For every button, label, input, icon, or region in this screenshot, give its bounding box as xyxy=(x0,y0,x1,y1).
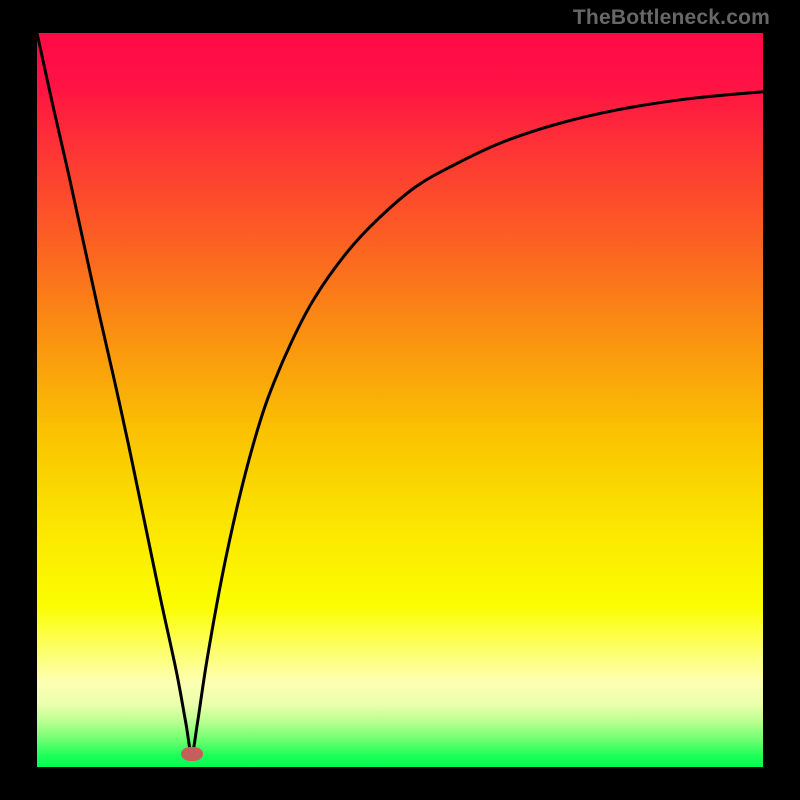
chart-frame: TheBottleneck.com xyxy=(0,0,800,800)
minimum-marker xyxy=(181,747,203,761)
plot-area xyxy=(37,33,763,767)
watermark-text: TheBottleneck.com xyxy=(573,6,770,30)
curve-layer xyxy=(37,33,763,767)
bottleneck-curve xyxy=(37,33,763,754)
